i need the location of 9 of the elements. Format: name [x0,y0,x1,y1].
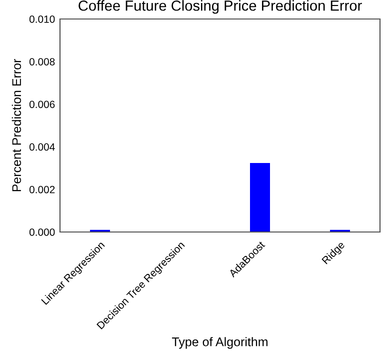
y-tick-label: 0.000 [29,228,55,236]
chart-title: Coffee Future Closing Price Prediction Error [78,0,362,14]
y-tick-label: 0.002 [29,186,55,194]
x-axis-title: Type of Algorithm [172,337,268,349]
y-tick-label: 0.006 [29,100,55,108]
y-tick-label: 0.008 [29,58,55,66]
y-tick-label: 0.004 [29,143,55,151]
y-axis-title: Percent Prediction Error [12,59,22,192]
y-tick-label: 0.010 [29,16,55,23]
